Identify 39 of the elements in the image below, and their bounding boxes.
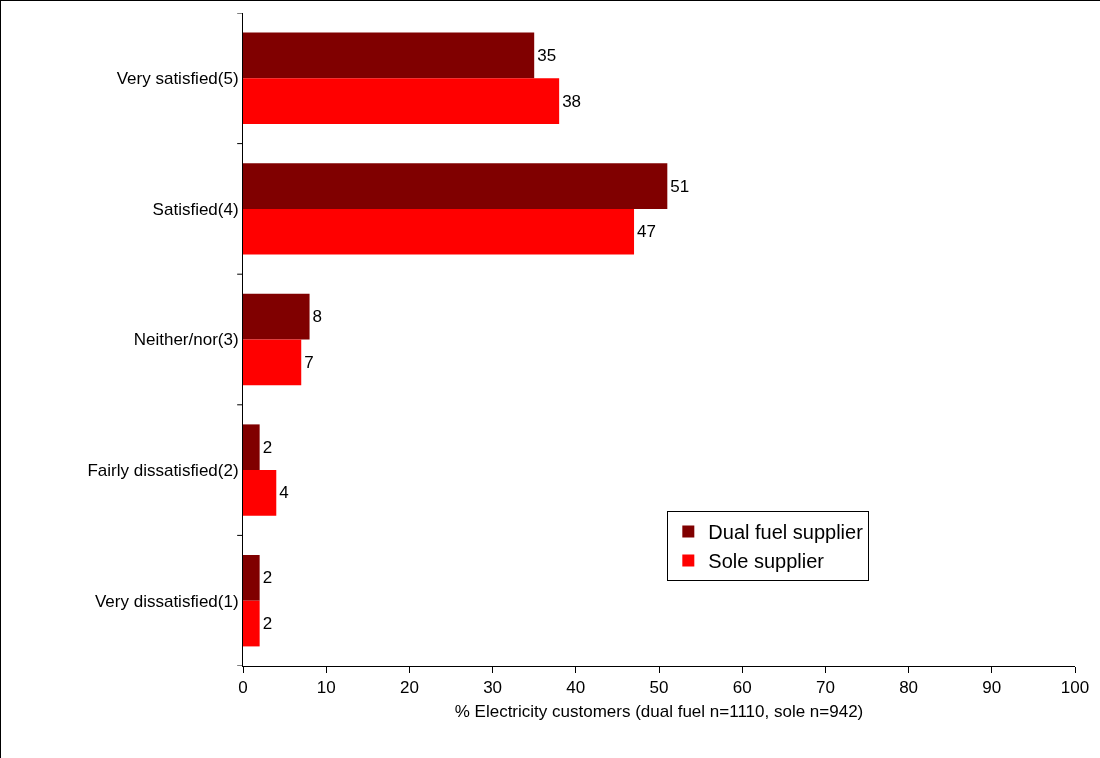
y-tick-label: Very satisfied(5) [116,69,239,89]
data-label: 2 [262,568,273,588]
bar [243,78,560,125]
data-label: 4 [279,483,289,503]
bar [243,208,635,255]
x-tick-label: 90 [982,678,1002,698]
x-tick-label: 80 [899,678,919,698]
bar [243,554,260,601]
x-tick-label: 60 [732,678,752,698]
legend-label: Sole supplier [708,550,825,573]
x-axis-title: % Electricity customers (dual fuel n=1110, sole n=942) [454,701,864,721]
y-tick-label: Very dissatisfied(1) [94,591,239,611]
x-tick-label: 50 [649,678,669,698]
data-label: 47 [637,222,656,242]
bar [243,339,302,386]
data-label: 7 [304,352,314,372]
data-label: 51 [670,176,690,196]
bar [243,163,668,209]
x-tick-label: 100 [1060,678,1090,698]
data-label: 2 [262,614,273,634]
x-tick-label: 20 [399,678,419,698]
x-tick-label: 40 [566,678,586,698]
y-tick-label: Satisfied(4) [152,199,239,219]
data-label: 38 [562,91,582,111]
legend-label: Dual fuel supplier [708,521,864,544]
y-tick-label: Neither/nor(3) [133,330,239,350]
bar [243,293,310,340]
y-tick-label: Fairly dissatisfied(2) [87,461,239,481]
bar [243,32,535,79]
x-tick-label: 70 [815,678,835,698]
data-label: 2 [262,437,273,457]
data-label: 8 [312,307,323,327]
data-label: 35 [537,45,557,65]
bar [243,470,277,516]
bar [243,424,260,471]
x-tick-label: 30 [483,678,503,698]
x-tick-label: 0 [238,678,248,698]
bar [243,600,260,647]
x-tick-label: 10 [316,678,336,698]
